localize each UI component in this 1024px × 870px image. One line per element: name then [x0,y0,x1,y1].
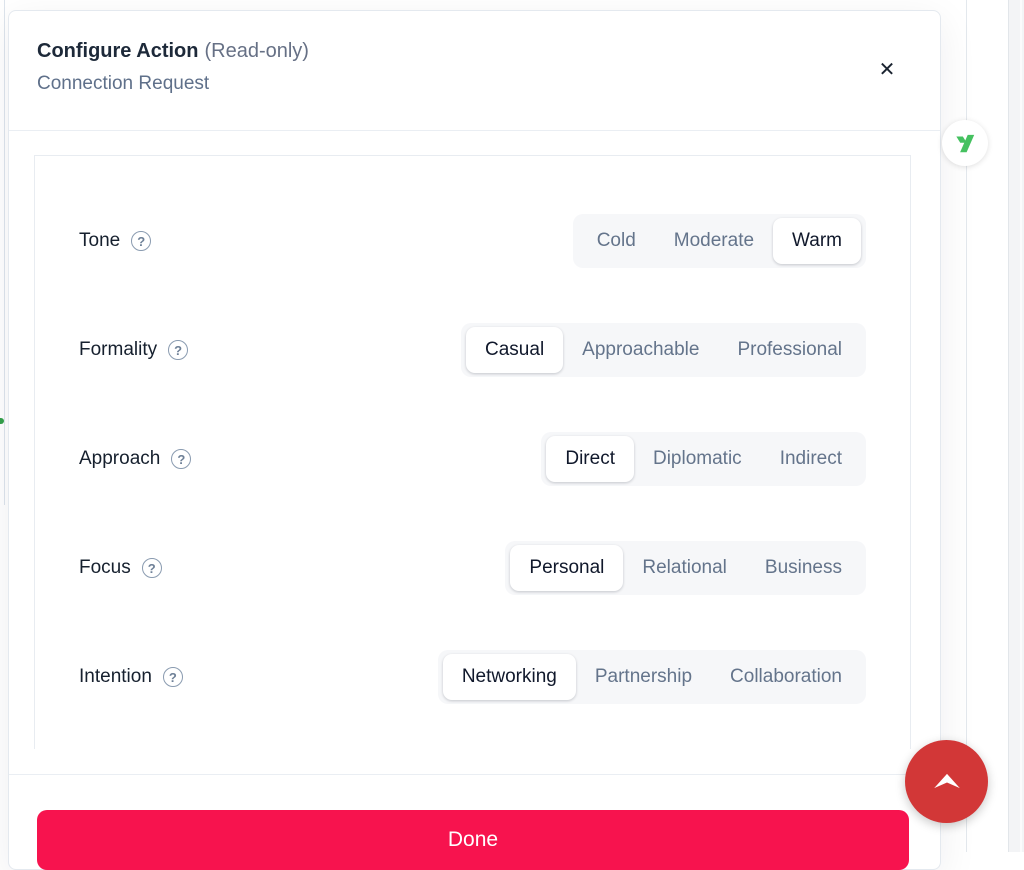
help-icon[interactable]: ? [131,231,152,251]
setting-label-wrap: Intention? [79,666,183,688]
setting-row-tone: Tone? Cold Moderate Warm [79,214,866,268]
formality-segmented-control: Casual Approachable Professional [461,323,866,377]
setting-label-wrap: Formality? [79,339,189,361]
background-right-stripe [1020,0,1022,852]
option-cold[interactable]: Cold [578,218,655,264]
setting-label: Focus [79,557,131,578]
modal-subtitle: Connection Request [37,73,210,94]
scroll-top-fab[interactable] [905,740,988,823]
modal-title-readonly-tag: (Read-only) [204,40,309,62]
focus-segmented-control: Personal Relational Business [505,541,866,595]
brand-y-icon [956,134,975,153]
background-panel-border-left [4,0,5,505]
help-icon[interactable]: ? [171,449,192,469]
option-approachable[interactable]: Approachable [563,327,718,373]
setting-row-approach: Approach? Direct Diplomatic Indirect [79,432,866,486]
close-icon: ✕ [878,59,896,81]
setting-label: Approach [79,448,161,469]
setting-row-formality: Formality? Casual Approachable Professional [79,323,866,377]
setting-row-focus: Focus? Personal Relational Business [79,541,866,595]
tone-segmented-control: Cold Moderate Warm [572,214,866,268]
option-networking[interactable]: Networking [442,654,576,700]
arrow-up-icon [933,773,960,788]
option-partnership[interactable]: Partnership [576,654,711,700]
option-indirect[interactable]: Indirect [761,436,861,482]
option-business[interactable]: Business [746,545,861,591]
option-personal[interactable]: Personal [510,545,624,591]
option-professional[interactable]: Professional [718,327,861,373]
option-casual[interactable]: Casual [466,327,564,373]
setting-label-wrap: Approach? [79,448,192,470]
configure-action-modal: Configure Action (Read-only) Connection R… [8,10,941,870]
option-moderate[interactable]: Moderate [655,218,773,264]
background-green-dot [0,418,4,424]
done-button[interactable]: Done [37,810,909,870]
close-button[interactable]: ✕ [872,55,902,85]
intention-segmented-control: Networking Partnership Collaboration [437,650,866,704]
settings-panel: Tone? Cold Moderate Warm Formality? Casual App… [34,155,911,749]
modal-title: Configure Action [37,40,199,62]
option-direct[interactable]: Direct [546,436,634,482]
background-panel-border-right [966,0,967,852]
brand-badge[interactable] [942,120,988,166]
modal-body: Tone? Cold Moderate Warm Formality? Casual App… [9,155,940,775]
setting-label: Tone [79,230,121,251]
option-warm[interactable]: Warm [773,218,861,264]
setting-label: Formality [79,339,158,360]
approach-segmented-control: Direct Diplomatic Indirect [541,432,866,486]
help-icon[interactable]: ? [168,340,189,360]
help-icon[interactable]: ? [141,558,162,578]
modal-header: Configure Action (Read-only) Connection R… [9,11,940,131]
help-icon[interactable]: ? [162,667,183,687]
option-diplomatic[interactable]: Diplomatic [634,436,761,482]
setting-label: Intention [79,666,152,687]
setting-label-wrap: Tone? [79,230,152,252]
option-collaboration[interactable]: Collaboration [711,654,861,700]
modal-footer: Done [9,775,940,870]
modal-title-row: Configure Action (Read-only) [37,38,912,64]
setting-row-intention: Intention? Networking Partnership Collabora… [79,650,866,704]
setting-label-wrap: Focus? [79,557,162,579]
option-relational[interactable]: Relational [623,545,746,591]
